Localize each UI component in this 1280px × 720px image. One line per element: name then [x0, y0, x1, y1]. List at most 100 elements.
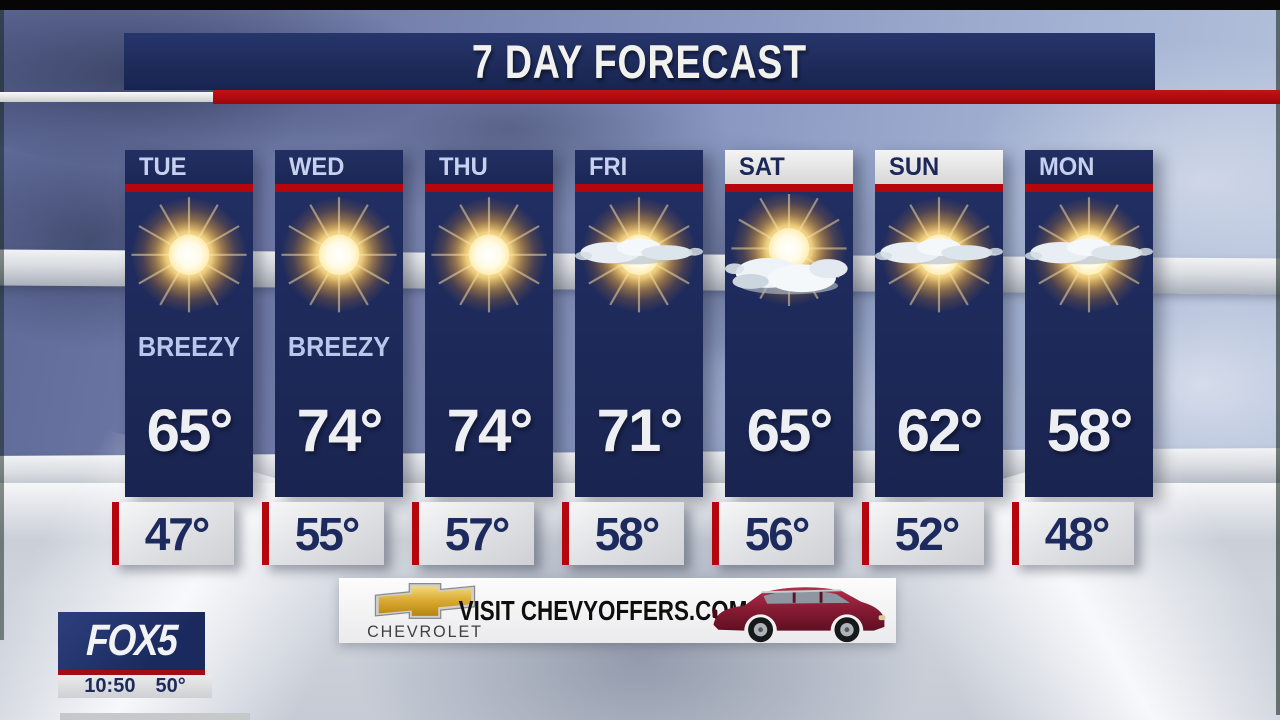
- forecast-day-column-fri: FRI: [562, 150, 703, 565]
- condition-label: BREEZY: [137, 331, 241, 362]
- red-suv-image: [712, 587, 886, 643]
- day-panel: 71°: [575, 192, 703, 497]
- day-panel: BREEZY 74°: [275, 192, 403, 497]
- station-logo-red-rule: [58, 670, 205, 675]
- high-temp: 62°: [896, 397, 984, 464]
- title-banner: 7 DAY FORECAST: [124, 33, 1155, 90]
- low-temp-box: 58°: [562, 502, 684, 565]
- high-temp: 71°: [596, 397, 684, 464]
- day-red-underline: [125, 184, 253, 192]
- low-temp-red-bar: [862, 502, 869, 565]
- weather-icon: [725, 194, 848, 306]
- low-temp: 52°: [894, 507, 961, 560]
- day-red-underline: [425, 184, 553, 192]
- ad-banner: CHEVROLET VISIT CHEVYOFFERS.COM: [339, 578, 896, 643]
- high-temp: 74°: [296, 397, 384, 464]
- day-panel: 65°: [725, 192, 853, 497]
- low-temp: 57°: [444, 507, 511, 560]
- ad-message: VISIT CHEVYOFFERS.COM: [458, 594, 748, 626]
- low-temp-box: 56°: [712, 502, 834, 565]
- forecast-day-column-sat: SAT: [712, 150, 853, 565]
- forecast-row: TUE: [112, 150, 1153, 580]
- day-red-underline: [725, 184, 853, 192]
- low-temp-red-bar: [562, 502, 569, 565]
- day-red-underline: [275, 184, 403, 192]
- forecast-day-column-tue: TUE: [112, 150, 253, 565]
- low-temp-red-bar: [412, 502, 419, 565]
- cloud-wisp-icon: [575, 238, 703, 265]
- weather-icon: [1025, 197, 1153, 313]
- title-red-rule: [213, 90, 1280, 104]
- low-temp-red-bar: [712, 502, 719, 565]
- chevrolet-bowtie-icon: [374, 583, 476, 619]
- current-temp: 50°: [155, 675, 186, 697]
- forecast-day-column-wed: WED: [262, 150, 403, 565]
- forecast-day-column-thu: THU: [412, 150, 553, 565]
- day-label: SUN: [889, 152, 940, 181]
- low-temp-box: 55°: [262, 502, 384, 565]
- frame-edge: [0, 10, 4, 640]
- ad-brand-label: CHEVROLET: [367, 622, 483, 641]
- high-temp: 74°: [446, 397, 534, 464]
- day-label: SAT: [739, 152, 785, 181]
- station-logo: FOX5: [58, 612, 205, 670]
- day-panel: 62°: [875, 192, 1003, 497]
- day-label: TUE: [139, 152, 187, 181]
- time-temp-bar: 10:50 50°: [58, 675, 212, 698]
- high-temp: 65°: [146, 397, 234, 464]
- day-label-header: TUE: [125, 150, 253, 184]
- cloud-wisp-icon: [875, 238, 1003, 265]
- forecast-day-column-mon: MON: [1012, 150, 1153, 565]
- frame-edge: [1276, 10, 1280, 715]
- sun-icon: [131, 197, 247, 313]
- weather-icon: [575, 197, 703, 313]
- low-temp-box: 47°: [112, 502, 234, 565]
- high-temp: 65°: [746, 397, 834, 464]
- day-label-header: SUN: [875, 150, 1003, 184]
- low-temp-red-bar: [1012, 502, 1019, 565]
- day-label-header: THU: [425, 150, 553, 184]
- day-red-underline: [575, 184, 703, 192]
- day-label: MON: [1039, 152, 1095, 181]
- low-temp: 58°: [594, 507, 661, 560]
- day-panel: 58°: [1025, 192, 1153, 497]
- cloud-wisp-icon: [1025, 238, 1153, 265]
- day-red-underline: [875, 184, 1003, 192]
- day-label-header: WED: [275, 150, 403, 184]
- weather-icon: [131, 197, 247, 313]
- day-panel: 74°: [425, 192, 553, 497]
- station-name: FOX5: [85, 616, 178, 665]
- day-label: WED: [289, 152, 345, 181]
- day-label-header: SAT: [725, 150, 853, 184]
- sun-icon: [281, 197, 397, 313]
- day-label: THU: [439, 152, 488, 181]
- low-temp-box: 48°: [1012, 502, 1134, 565]
- day-panel: BREEZY 65°: [125, 192, 253, 497]
- low-temp-red-bar: [262, 502, 269, 565]
- day-red-underline: [1025, 184, 1153, 192]
- title-white-rule: [0, 92, 213, 102]
- high-temp: 58°: [1046, 397, 1134, 464]
- low-temp-red-bar: [112, 502, 119, 565]
- day-label: FRI: [589, 152, 628, 181]
- page-title: 7 DAY FORECAST: [471, 35, 808, 88]
- lower-third-edge: [60, 713, 250, 720]
- low-temp: 56°: [744, 507, 811, 560]
- low-temp: 55°: [294, 507, 361, 560]
- cloud-large-icon: [725, 258, 848, 295]
- weather-icon: [281, 197, 397, 313]
- weather-icon: [431, 197, 547, 313]
- low-temp: 48°: [1044, 507, 1111, 560]
- low-temp-box: 52°: [862, 502, 984, 565]
- forecast-day-column-sun: SUN: [862, 150, 1003, 565]
- condition-label: BREEZY: [287, 331, 391, 362]
- day-label-header: MON: [1025, 150, 1153, 184]
- day-label-header: FRI: [575, 150, 703, 184]
- sun-icon: [431, 197, 547, 313]
- low-temp: 47°: [144, 507, 211, 560]
- low-temp-box: 57°: [412, 502, 534, 565]
- weather-icon: [875, 197, 1003, 313]
- letterbox-bar: [0, 0, 1280, 10]
- clock-time: 10:50: [84, 675, 136, 697]
